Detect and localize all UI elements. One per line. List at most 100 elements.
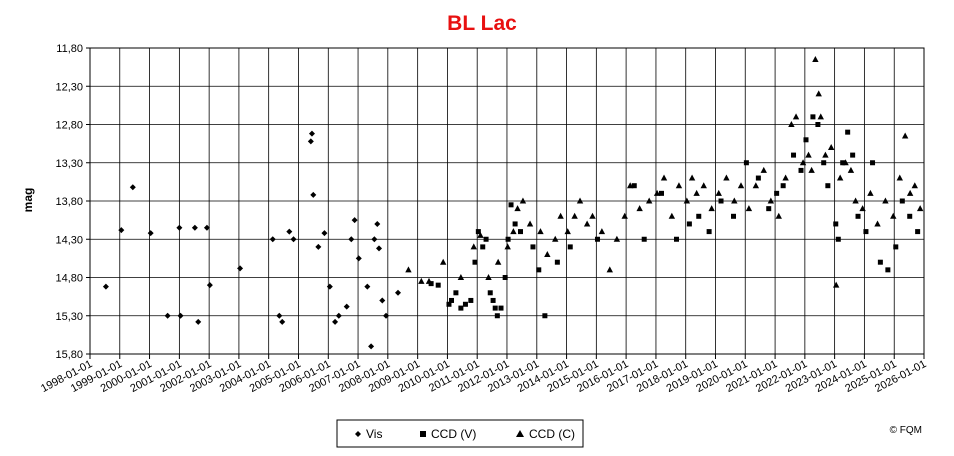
- ccd-c-point: [737, 182, 745, 189]
- ccd-v-point: [810, 114, 816, 120]
- ccd-c-point: [418, 277, 425, 284]
- ccd-c-point: [867, 189, 874, 196]
- ccd-c-point: [847, 166, 855, 173]
- ccd-v-point: [673, 236, 679, 242]
- ccd-c-point: [675, 182, 683, 189]
- ccd-c-point: [782, 174, 789, 181]
- ccd-v-point: [774, 190, 780, 196]
- ccd-v-point: [877, 259, 883, 265]
- ccd-v-point: [462, 301, 468, 307]
- ccd-v-point: [706, 229, 712, 235]
- ccd-c-point: [760, 166, 767, 173]
- legend-ccd-v-label: CCD (V): [431, 427, 476, 441]
- ccd-c-point: [598, 228, 606, 235]
- ccd-v-point: [718, 198, 724, 204]
- ccd-c-point: [683, 197, 691, 204]
- ccd-v-point: [505, 236, 511, 242]
- ccd-v-point: [475, 229, 481, 235]
- ccd-c-point: [688, 174, 696, 181]
- legend-box: [336, 419, 584, 448]
- ccd-c-point: [792, 113, 800, 120]
- vis-point: [364, 283, 371, 290]
- vis-point: [326, 283, 333, 290]
- ccd-c-point: [557, 212, 564, 219]
- x-tick-labels: 1998-01-011999-01-012000-01-012001-01-01…: [39, 358, 928, 395]
- ccd-c-point: [822, 151, 829, 158]
- copyright-text: © FQM: [890, 425, 922, 436]
- ccd-c-point: [477, 231, 484, 238]
- vis-point: [371, 236, 378, 243]
- data-points: [102, 55, 924, 350]
- y-tick-label: 11,80: [56, 43, 83, 55]
- ccd-c-point: [859, 205, 866, 212]
- ccd-c-point: [571, 212, 578, 219]
- grid: [86, 47, 925, 359]
- ccd-c-point: [805, 151, 812, 158]
- ccd-c-point: [911, 182, 918, 189]
- vis-point: [269, 236, 276, 243]
- ccd-v-point: [508, 202, 514, 208]
- ccd-c-point: [842, 159, 849, 166]
- ccd-c-point: [799, 159, 807, 166]
- vis-point: [279, 318, 286, 325]
- y-tick-label: 14,80: [55, 273, 83, 285]
- ccd-v-point: [885, 267, 891, 273]
- vis-point: [351, 217, 358, 224]
- ccd-v-point: [835, 236, 841, 242]
- ccd-v-point: [870, 160, 876, 166]
- vis-point: [310, 191, 317, 198]
- ccd-c-point: [708, 205, 715, 212]
- ccd-c-point: [606, 266, 613, 273]
- ccd-v-point: [567, 244, 573, 250]
- vis-point: [332, 318, 339, 325]
- vis-point: [374, 220, 381, 227]
- ccd-c-point: [660, 174, 668, 181]
- ccd-c-point: [589, 212, 596, 219]
- ccd-c-point: [832, 281, 840, 288]
- ccd-v-point: [480, 244, 486, 250]
- y-tick-labels: 11,80 12,30 12,80 13,30 13,80 14,30 14,80 15,30…: [55, 43, 83, 361]
- ccd-v-point: [554, 259, 560, 265]
- ccd-v-point: [850, 152, 856, 158]
- ccd-v-point: [766, 206, 772, 212]
- vis-point: [203, 224, 210, 231]
- ccd-c-point: [645, 197, 653, 204]
- vis-point: [237, 265, 244, 272]
- ccd-c-point: [621, 212, 628, 219]
- legend-vis-label: Vis: [366, 427, 382, 441]
- ccd-v-point: [821, 160, 827, 166]
- ccd-c-point: [901, 132, 909, 139]
- ccd-v-point: [435, 282, 441, 288]
- ccd-c-point: [583, 220, 591, 227]
- legend-ccd-c-label: CCD (C): [529, 427, 575, 441]
- ccd-v-point: [472, 259, 478, 265]
- vis-point: [118, 227, 125, 234]
- ccd-c-point: [425, 277, 433, 284]
- ccd-v-point: [696, 213, 702, 219]
- ccd-v-point: [658, 190, 664, 196]
- ccd-v-point: [915, 229, 921, 235]
- ccd-c-point: [906, 189, 914, 196]
- ccd-v-point: [492, 305, 498, 311]
- ccd-v-point: [899, 198, 905, 204]
- ccd-c-point: [896, 174, 903, 181]
- ccd-c-point: [537, 228, 544, 235]
- vis-point: [383, 312, 390, 319]
- ccd-c-point: [470, 243, 477, 250]
- vis-point: [195, 318, 202, 325]
- ccd-v-point: [791, 152, 797, 158]
- ccd-v-point: [449, 297, 455, 303]
- vis-point: [276, 312, 283, 319]
- ccd-c-point: [767, 197, 775, 204]
- vis-point: [395, 289, 402, 296]
- y-tick-label: 14,30: [55, 234, 83, 246]
- ccd-v-point: [855, 213, 861, 219]
- vis-point: [335, 312, 342, 319]
- ccd-c-point: [653, 189, 661, 196]
- ccd-v-point: [815, 122, 821, 127]
- ccd-v-point: [825, 183, 831, 189]
- ccd-v-point: [780, 183, 786, 189]
- ccd-v-point: [490, 297, 496, 303]
- vis-point: [164, 312, 171, 319]
- ccd-c-point: [626, 182, 634, 189]
